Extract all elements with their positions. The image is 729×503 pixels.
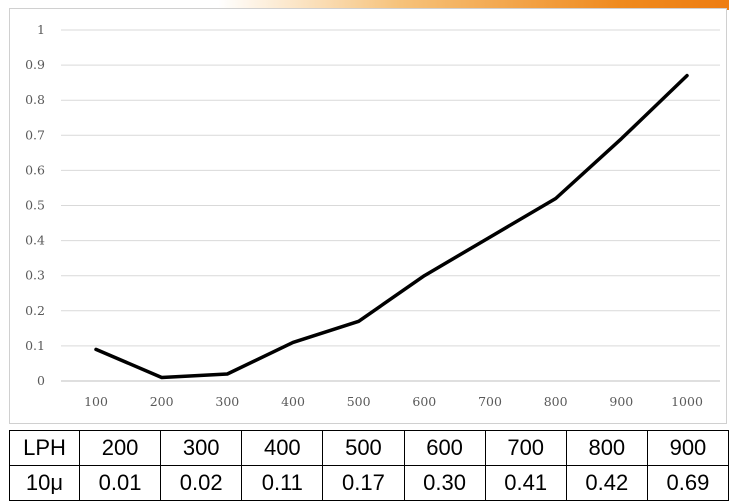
table-cell: 500 [322,430,405,466]
x-tick-label: 300 [215,394,239,409]
x-tick-label: 100 [84,394,108,409]
x-tick-label: 1000 [671,394,703,409]
x-tick-label: 800 [544,394,568,409]
y-tick-label: 0.5 [25,198,45,213]
table-cell: 0.69 [646,465,729,501]
y-tick-label: 1 [37,22,45,37]
table-row-header: LPH [9,430,80,466]
y-tick-label: 0.4 [25,233,45,248]
x-tick-label: 400 [281,394,305,409]
table-cell: 700 [484,430,567,466]
table-row-header: 10μ [9,465,80,501]
table-cell: 600 [403,430,486,466]
table-row-10u: 10μ 0.01 0.02 0.11 0.17 0.30 0.41 0.42 0… [9,465,729,501]
table-cell: 0.30 [403,465,486,501]
data-table: LPH 200 300 400 500 600 700 800 900 10μ … [9,430,729,501]
y-tick-label: 0.7 [25,127,45,142]
table-cell: 0.02 [160,465,243,501]
x-tick-label: 500 [347,394,371,409]
series-line [94,73,689,380]
table-cell: 0.11 [241,465,324,501]
table-cell: 800 [565,430,648,466]
y-tick-label: 0.8 [25,92,45,107]
y-tick-label: 0.3 [25,268,45,283]
title-banner [0,0,729,10]
chart-frame: 1 0.9 0.8 0.7 0.6 0.5 0.4 0.3 0.2 0.1 0 100 200 300 40… [9,8,727,424]
x-tick-label: 200 [150,394,174,409]
x-tick-label: 700 [478,394,502,409]
x-tick-label: 600 [412,394,436,409]
table-cell: 200 [78,430,162,466]
y-tick-label: 0.2 [25,303,45,318]
table-cell: 0.01 [78,465,162,501]
table-cell: 0.41 [484,465,567,501]
table-cell: 0.42 [565,465,648,501]
y-tick-label: 0.6 [25,162,45,177]
line-chart: 1 0.9 0.8 0.7 0.6 0.5 0.4 0.3 0.2 0.1 0 100 200 300 40… [25,22,720,409]
y-tick-label: 0.9 [25,57,45,72]
table-cell: 300 [160,430,243,466]
table-cell: 0.17 [322,465,405,501]
table-cell: 400 [241,430,324,466]
x-tick-label: 900 [609,394,633,409]
y-tick-label: 0.1 [25,338,45,353]
table-row-lph: LPH 200 300 400 500 600 700 800 900 [9,430,729,466]
table-cell: 900 [646,430,729,466]
y-tick-label: 0 [37,373,45,388]
